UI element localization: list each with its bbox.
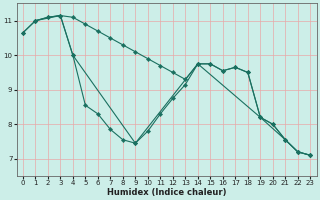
X-axis label: Humidex (Indice chaleur): Humidex (Indice chaleur)	[107, 188, 226, 197]
